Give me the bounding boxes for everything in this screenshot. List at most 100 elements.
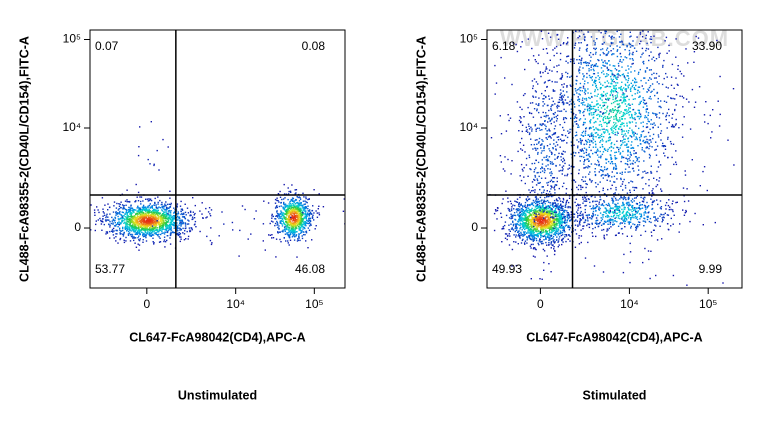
event-dot bbox=[592, 73, 595, 75]
event-dot bbox=[534, 247, 536, 249]
event-dot bbox=[554, 209, 557, 211]
event-dot bbox=[602, 51, 604, 54]
event-dot bbox=[519, 224, 522, 226]
event-dot bbox=[119, 210, 121, 213]
event-dot bbox=[297, 238, 299, 240]
event-dot bbox=[635, 112, 637, 115]
event-dot bbox=[594, 140, 596, 143]
event-dot bbox=[136, 210, 138, 213]
event-dot bbox=[621, 222, 623, 224]
event-dot bbox=[173, 207, 175, 209]
event-dot bbox=[148, 220, 151, 222]
event-dot bbox=[516, 226, 518, 229]
event-dot bbox=[145, 198, 147, 200]
event-dot bbox=[621, 81, 623, 83]
event-dot bbox=[166, 221, 169, 223]
event-dot bbox=[137, 237, 139, 239]
event-dot bbox=[576, 134, 578, 136]
event-dot bbox=[542, 216, 544, 219]
event-dot bbox=[659, 105, 661, 108]
event-dot bbox=[295, 218, 298, 221]
event-dot bbox=[147, 210, 150, 212]
event-dot bbox=[152, 237, 154, 239]
event-dot bbox=[301, 223, 303, 225]
event-dot bbox=[293, 222, 295, 224]
event-dot bbox=[180, 224, 182, 226]
event-dot bbox=[663, 145, 666, 147]
event-dot bbox=[627, 171, 629, 173]
event-dot bbox=[640, 79, 642, 82]
event-dot bbox=[312, 205, 314, 207]
event-dot bbox=[162, 218, 164, 220]
event-dot bbox=[532, 219, 534, 221]
event-dot bbox=[493, 229, 496, 232]
event-dot bbox=[551, 237, 553, 240]
event-dot bbox=[642, 188, 644, 190]
event-dot bbox=[131, 208, 133, 210]
event-dot bbox=[559, 227, 562, 229]
event-dot bbox=[622, 73, 625, 75]
event-dot bbox=[151, 219, 153, 221]
event-dot bbox=[550, 223, 552, 225]
event-dot bbox=[579, 138, 582, 140]
event-dot bbox=[569, 240, 571, 242]
event-dot bbox=[105, 215, 108, 217]
event-dot bbox=[107, 209, 109, 211]
event-dot bbox=[597, 75, 599, 77]
event-dot bbox=[576, 139, 578, 141]
event-dot bbox=[619, 59, 621, 61]
event-dot bbox=[530, 234, 532, 236]
event-dot bbox=[587, 31, 589, 33]
event-dot bbox=[527, 223, 529, 225]
event-dot bbox=[584, 104, 586, 106]
event-dot bbox=[621, 102, 623, 104]
event-dot bbox=[250, 233, 252, 235]
event-dot bbox=[672, 143, 675, 145]
event-dot bbox=[560, 213, 562, 215]
event-dot bbox=[542, 227, 544, 230]
event-dot bbox=[137, 200, 140, 202]
event-dot bbox=[587, 92, 589, 94]
event-dot bbox=[122, 229, 124, 232]
event-dot bbox=[295, 226, 297, 228]
event-dot bbox=[589, 76, 591, 79]
event-dot bbox=[281, 211, 283, 213]
event-dot bbox=[563, 214, 565, 216]
event-dot bbox=[313, 212, 315, 214]
event-dot bbox=[603, 147, 606, 150]
event-dot bbox=[149, 235, 151, 237]
event-dot bbox=[634, 186, 636, 189]
event-dot bbox=[127, 211, 130, 213]
event-dot bbox=[518, 208, 520, 210]
event-dot bbox=[556, 144, 559, 146]
event-dot bbox=[303, 206, 305, 209]
event-dot bbox=[142, 223, 145, 225]
event-dot bbox=[141, 210, 144, 212]
event-dot bbox=[674, 108, 676, 111]
event-dot bbox=[667, 204, 670, 207]
event-dot bbox=[598, 78, 600, 81]
event-dot bbox=[542, 222, 544, 225]
event-dot bbox=[125, 236, 127, 239]
event-dot bbox=[298, 207, 300, 209]
event-dot bbox=[118, 212, 120, 214]
event-dot bbox=[137, 209, 139, 212]
event-dot bbox=[589, 97, 591, 100]
event-dot bbox=[291, 236, 294, 238]
event-dot bbox=[602, 189, 604, 192]
event-dot bbox=[112, 227, 115, 230]
event-dot bbox=[606, 123, 608, 125]
event-dot bbox=[153, 204, 156, 206]
event-dot bbox=[585, 183, 587, 185]
event-dot bbox=[286, 218, 288, 220]
event-dot bbox=[642, 171, 644, 173]
event-dot bbox=[537, 223, 539, 226]
event-dot bbox=[566, 76, 569, 78]
event-dot bbox=[584, 176, 587, 178]
event-dot bbox=[176, 205, 178, 207]
event-dot bbox=[176, 230, 178, 232]
event-dot bbox=[136, 215, 139, 217]
event-dot bbox=[547, 205, 550, 207]
event-dot bbox=[304, 207, 307, 209]
